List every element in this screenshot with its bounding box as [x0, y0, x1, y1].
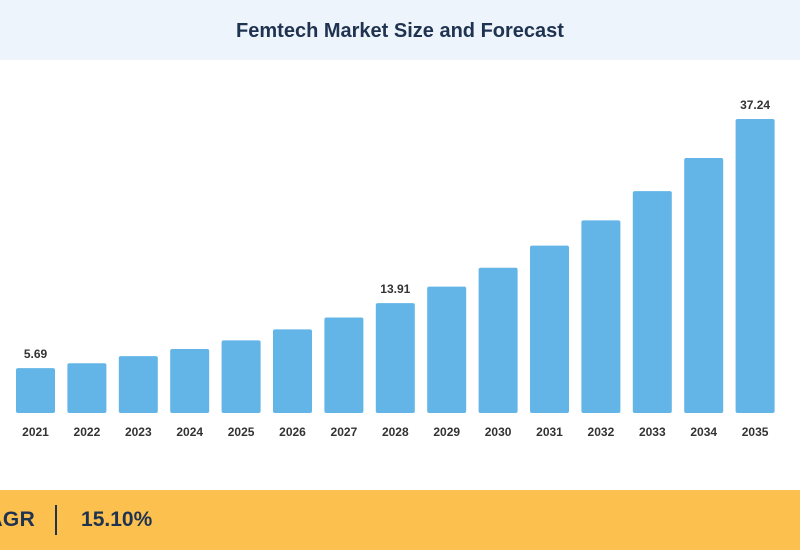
x-tick-label: 2025: [228, 425, 255, 439]
x-tick-label: 2034: [690, 425, 717, 439]
x-tick-label: 2021: [22, 425, 49, 439]
cagr-label: CAGR: [0, 508, 36, 531]
cagr-value: 15.10%: [81, 508, 153, 531]
cagr-divider: [55, 505, 58, 535]
bar-chart: 2021 2022 2023 2024 2025 2026 2027 2028 2029 2030…: [16, 98, 775, 439]
x-tick-label: 2035: [742, 425, 769, 439]
bar-2032: [581, 220, 621, 413]
x-tick-label: 2032: [588, 425, 615, 439]
bar-2024: [170, 349, 210, 413]
chart-title: Femtech Market Size and Forecast: [236, 19, 564, 42]
x-tick-label: 2022: [74, 425, 101, 439]
data-label: 37.24: [740, 98, 770, 112]
x-tick-label: 2026: [279, 425, 306, 439]
data-label: 13.91: [380, 282, 410, 296]
x-tick-label: 2028: [382, 425, 409, 439]
bar-2034: [684, 158, 724, 413]
bar-2028: [375, 303, 415, 413]
x-tick-label: 2023: [125, 425, 152, 439]
x-tick-label: 2024: [176, 425, 203, 439]
x-tick-label: 2029: [433, 425, 460, 439]
cagr-banner: CAGR 15.10%: [0, 490, 800, 550]
bar-2030: [478, 267, 518, 413]
bar-2022: [67, 363, 107, 413]
bar-2023: [118, 356, 158, 413]
x-tick-label: 2033: [639, 425, 666, 439]
bar-2029: [427, 286, 467, 413]
bar-2035: [735, 119, 775, 413]
x-tick-label: 2027: [331, 425, 358, 439]
bar-2021: [16, 368, 55, 413]
x-tick-label: 2031: [536, 425, 563, 439]
data-label: 5.69: [24, 347, 48, 361]
bar-2027: [324, 317, 364, 413]
x-tick-label: 2030: [485, 425, 512, 439]
bar-2026: [273, 329, 312, 413]
bar-2033: [632, 191, 672, 413]
bar-2031: [530, 245, 569, 413]
chart-header: Femtech Market Size and Forecast: [0, 0, 800, 60]
bar-2025: [221, 340, 261, 413]
